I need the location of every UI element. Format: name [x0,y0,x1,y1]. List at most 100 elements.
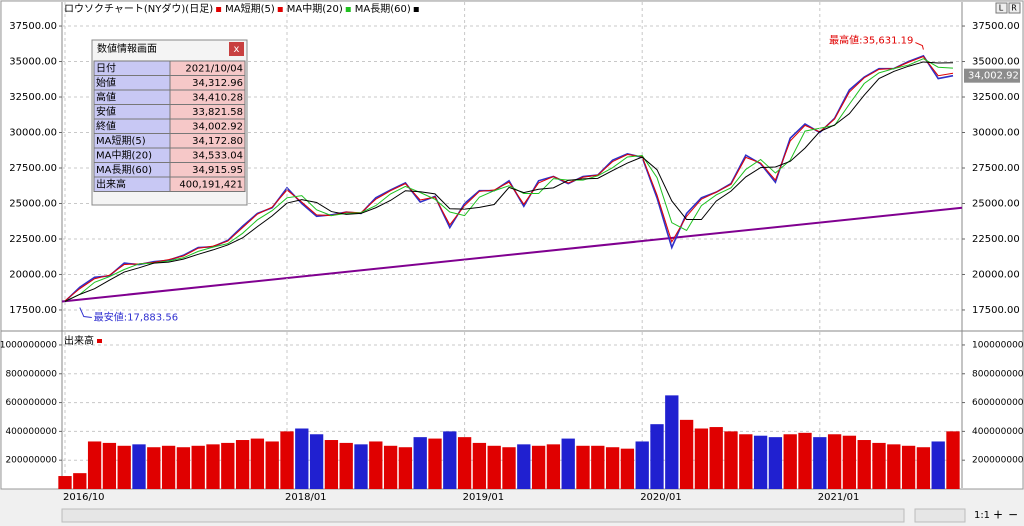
low-marker [79,307,92,319]
info-label: MA短期(5) [96,134,146,147]
volume-bar [354,444,368,489]
x-tick-label: 2016/10 [63,492,105,503]
zoom-out[interactable]: − [1008,508,1018,522]
y2-tick-label: 20000.00 [972,269,1020,280]
legend-label: MA短期(5) [225,2,275,15]
y2-tick-label: 400000000 [972,427,1024,437]
volume-bar [916,447,931,489]
x-tick-label: 2019/01 [463,492,505,503]
info-label: 高値 [96,90,116,103]
legend-marker [345,7,351,12]
y2-tick-label: 200000000 [972,456,1024,466]
volume-bar [398,447,413,489]
info-value: 34,002.92 [192,121,243,132]
y-tick-label: 35000.00 [9,57,57,68]
y-tick-label: 30000.00 [9,128,57,139]
y2-tick-label: 17500.00 [972,305,1020,316]
info-value: 34,410.28 [192,92,243,103]
zoom-in[interactable]: + [993,508,1003,522]
legend-marker [216,7,222,12]
volume-bar [117,445,131,489]
high-annotation: 最高値:35,631.19 [829,34,913,47]
volume-bar [132,444,146,489]
volume-bar [147,447,161,489]
volume-bar [443,431,457,489]
volume-bar [221,442,235,489]
volume-bar [857,440,871,489]
info-panel: 数値情報画面 x 日付 2021/10/04 始値 34,312.96 高値 34,410… [91,39,248,206]
volume-bar [813,437,827,489]
info-value: 34,312.96 [192,78,243,89]
volume-bar [724,431,738,489]
x-tick-label: 2018/01 [285,492,327,503]
volume-bar [369,441,383,489]
volume-bar [901,445,916,489]
volume-bar [280,431,294,489]
legend-label: ロウソクチャート(NYダウ)(日足) [64,2,213,15]
volume-bar [665,395,679,489]
y2-tick-label: 25000.00 [972,198,1020,209]
right-button-label[interactable]: R [1011,4,1017,13]
info-label: 終値 [96,119,116,132]
volume-bar [487,445,501,489]
info-value: 34,533.04 [192,150,243,161]
volume-bar [472,442,487,489]
y2-tick-label: 32500.00 [972,92,1020,103]
trend-line [61,206,963,303]
volume-bar [58,476,72,489]
info-value: 400,191,421 [179,179,243,190]
volume-title: 出来高 [64,334,94,347]
volume-bar [605,447,620,489]
volume-bar [73,473,87,489]
volume-bar [176,447,191,489]
zoom-slider[interactable] [914,508,966,523]
volume-bar [576,445,590,489]
volume-bar [339,442,353,489]
info-label: MA長期(60) [96,164,152,176]
volume-bar [517,444,531,489]
volume-bar [531,445,546,489]
volume-bar [295,428,309,489]
legend-marker [97,339,102,343]
y-tick-label: 800000000 [5,369,57,379]
info-value: 2021/10/04 [185,63,243,74]
volume-bar [931,441,945,489]
y-tick-label: 600000000 [5,398,57,408]
close-button[interactable] [229,42,244,56]
left-button-label[interactable]: L [999,4,1004,13]
info-value: 33,821.58 [192,107,243,118]
volume-bar [265,441,279,489]
volume-bar [842,435,857,489]
volume-bar [872,442,886,489]
moving-average-line [64,61,954,302]
volume-bar [457,437,472,489]
info-label: 始値 [96,76,116,89]
scrollbar-track[interactable] [61,508,905,523]
last-value-box [964,68,1020,83]
volume-bar [546,444,561,489]
info-value: 34,915.95 [192,165,243,176]
legend-label: MA中期(20) [287,2,343,15]
y2-tick-label: 800000000 [972,369,1024,379]
info-label: MA中期(20) [96,148,152,161]
volume-bar [887,444,901,489]
close-button-label[interactable]: x [234,44,240,55]
y-tick-label: 1000000000 [0,340,57,350]
y-tick-label: 32500.00 [9,92,57,103]
volume-bar [250,438,265,489]
volume-bar [87,441,102,489]
legend-marker [277,7,283,12]
left-button[interactable] [995,2,1008,14]
volume-bar [783,434,797,489]
right-button[interactable] [1008,2,1021,14]
volume-bar [591,445,605,489]
volume-bar [383,445,398,489]
moving-average-line [64,58,954,302]
y-tick-label: 17500.00 [9,305,57,316]
volume-bar [946,431,960,489]
info-panel-title: 数値情報画面 [97,42,157,55]
info-value-cell [169,176,246,192]
volume-bar [739,434,753,489]
last-value-label: 34,002.92 [968,71,1019,82]
volume-bar [206,444,220,489]
